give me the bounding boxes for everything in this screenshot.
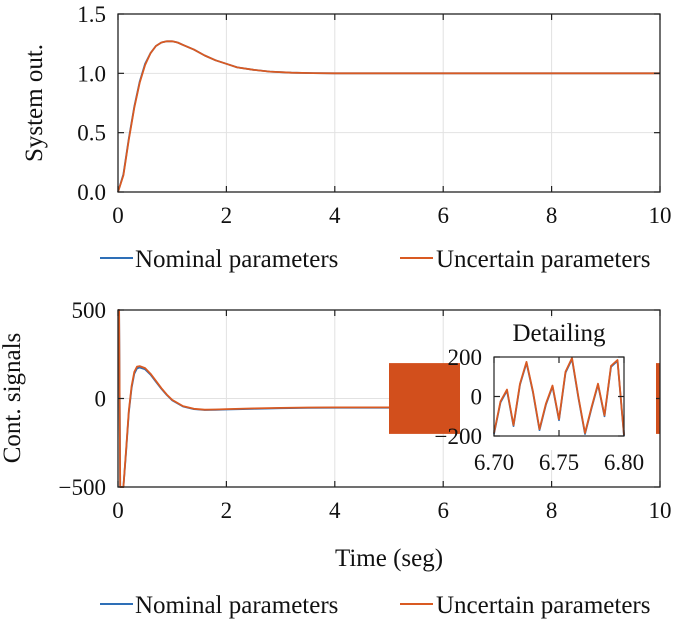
top-legend-uncertain-label: Uncertain parameters [436, 246, 650, 273]
top-xtick-label: 6 [437, 203, 449, 228]
top-ytick-label: 1.0 [77, 61, 106, 86]
bottom-legend-nominal-label: Nominal parameters [135, 592, 338, 619]
top-xtick-label: 2 [221, 203, 233, 228]
bottom-xtick-label: 2 [221, 498, 233, 523]
inset-xtick-label: 6.70 [474, 450, 514, 475]
top-ytick-label: 1.5 [77, 2, 106, 27]
inset-ytick-label: 200 [448, 345, 483, 370]
bottom-xtick-label: 4 [329, 498, 341, 523]
inset-series-uncertain-line [493, 357, 625, 436]
bottom-ytick-label: 500 [72, 298, 107, 323]
top-xtick-label: 10 [649, 203, 672, 228]
inset-xtick-label: 6.75 [539, 450, 579, 475]
top-plot-frame [117, 13, 661, 193]
bottom-plot-xlabel: Time (seg) [335, 545, 443, 572]
top-ytick-label: 0.0 [77, 180, 106, 205]
top-xtick-label: 0 [112, 203, 124, 228]
top-plot-series [117, 40, 660, 193]
top-series-uncertain-line [117, 40, 660, 193]
inset-xtick-label: 6.80 [604, 450, 644, 475]
inset-series [493, 357, 625, 437]
bottom-plot-ylabel: Cont. signals [0, 333, 26, 464]
detail-inset: Detailing 6.70 6.75 6.80 −200 0 200 [435, 318, 656, 475]
top-legend: Nominal parameters Uncertain parameters [100, 246, 650, 273]
inset-ytick-label: −200 [435, 424, 482, 449]
bottom-xtick-label: 10 [649, 498, 672, 523]
inset-ytick-label: 0 [471, 385, 483, 410]
bottom-legend: Nominal parameters Uncertain parameters [100, 592, 650, 619]
bottom-xtick-label: 0 [112, 498, 124, 523]
bottom-xtick-label: 6 [437, 498, 449, 523]
top-legend-nominal-label: Nominal parameters [135, 246, 338, 273]
inset-ticks: 6.70 6.75 6.80 −200 0 200 [435, 345, 645, 475]
top-plot-panel: 0 2 4 6 8 10 0.0 0.5 1.0 1.5 System out. [21, 2, 672, 228]
top-series-nominal-line [117, 40, 660, 193]
top-plot-ticks: 0 2 4 6 8 10 0.0 0.5 1.0 1.5 [77, 2, 671, 228]
bottom-ytick-label: 0 [95, 387, 107, 412]
inset-title: Detailing [512, 320, 606, 347]
top-xtick-label: 4 [329, 203, 341, 228]
top-ytick-label: 0.5 [77, 121, 106, 146]
top-plot-ylabel: System out. [21, 44, 48, 162]
bottom-xtick-label: 8 [546, 498, 558, 523]
bottom-ytick-label: −500 [59, 475, 106, 500]
top-plot-grid [118, 14, 660, 192]
top-xtick-label: 8 [546, 203, 558, 228]
bottom-legend-uncertain-label: Uncertain parameters [436, 592, 650, 619]
